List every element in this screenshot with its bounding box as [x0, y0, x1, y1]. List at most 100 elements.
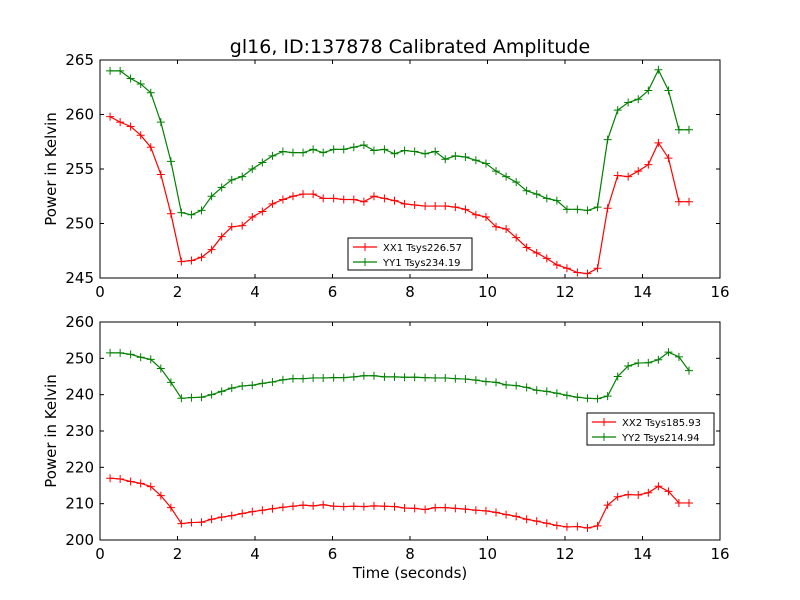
legend-label: YY2 Tsys214.94	[621, 433, 700, 444]
series-line-0-1	[110, 68, 689, 216]
data-point	[309, 190, 318, 199]
data-point	[410, 147, 419, 156]
data-point	[451, 374, 460, 383]
data-point	[329, 194, 338, 203]
x-tick-label: 12	[555, 545, 574, 563]
data-point	[268, 504, 277, 513]
data-point	[400, 373, 409, 382]
data-point	[532, 190, 541, 199]
data-point	[441, 155, 450, 164]
series-line-0-0	[109, 116, 689, 275]
data-point	[542, 254, 551, 263]
data-point	[603, 135, 612, 144]
x-tick-label: 8	[405, 545, 415, 563]
x-tick-label: 16	[710, 283, 729, 301]
data-point	[116, 474, 125, 483]
data-point	[258, 158, 267, 167]
data-point	[136, 79, 145, 88]
y-tick-label: 230	[65, 422, 94, 440]
data-point	[369, 146, 378, 155]
legend-marker	[361, 243, 369, 251]
data-point	[248, 212, 257, 221]
data-point	[187, 210, 196, 219]
y-tick-label: 255	[65, 160, 94, 178]
data-point	[400, 199, 409, 208]
data-point	[644, 488, 653, 497]
data-point	[349, 372, 358, 381]
data-point	[126, 122, 135, 131]
data-point	[512, 512, 521, 521]
data-point	[288, 148, 297, 157]
y-tick-label: 240	[65, 386, 94, 404]
data-point	[461, 375, 470, 384]
data-point	[502, 224, 511, 233]
data-point	[552, 260, 561, 269]
data-point	[542, 194, 551, 203]
data-point	[593, 264, 602, 273]
data-point	[410, 373, 419, 382]
data-point	[471, 156, 480, 165]
data-point	[309, 501, 318, 510]
data-point	[512, 381, 521, 390]
data-point	[380, 372, 389, 381]
data-point	[613, 106, 622, 115]
data-point	[187, 393, 196, 402]
data-point	[562, 264, 571, 273]
data-point	[573, 205, 582, 214]
data-point	[471, 210, 480, 219]
y-tick-label: 265	[65, 51, 94, 69]
data-point	[146, 355, 155, 364]
data-point	[309, 373, 318, 382]
series-markers-1-0	[106, 474, 693, 533]
data-point	[410, 504, 419, 513]
data-point	[258, 506, 267, 515]
data-point	[349, 502, 358, 511]
legend-label: XX2 Tsys185.93	[622, 418, 701, 429]
x-tick-label: 8	[405, 283, 415, 301]
data-point	[369, 501, 378, 510]
data-point	[421, 202, 430, 211]
legend-label: XX1 Tsys226.57	[383, 243, 462, 254]
data-point	[349, 143, 358, 152]
data-point	[431, 147, 440, 156]
data-point	[268, 199, 277, 208]
data-point	[390, 149, 399, 158]
data-point	[390, 196, 399, 205]
data-point	[441, 503, 450, 512]
data-point	[634, 359, 643, 368]
data-point	[116, 66, 125, 75]
data-point	[278, 147, 287, 156]
data-point	[166, 378, 175, 387]
data-point	[613, 372, 622, 381]
data-point	[573, 268, 582, 277]
data-point	[522, 515, 531, 524]
data-point	[603, 501, 612, 510]
series-line-1-0	[110, 477, 689, 529]
data-point	[380, 502, 389, 511]
data-point	[339, 373, 348, 382]
data-point	[644, 86, 653, 95]
data-point	[674, 125, 683, 134]
data-point	[634, 95, 643, 104]
data-point	[471, 376, 480, 385]
data-point	[573, 522, 582, 531]
data-point	[502, 380, 511, 389]
data-point	[664, 487, 673, 496]
x-tick-label: 6	[328, 545, 338, 563]
data-point	[288, 502, 297, 511]
data-point	[166, 157, 175, 166]
data-point	[481, 506, 490, 515]
data-point	[685, 125, 693, 134]
y-tick-label: 200	[65, 531, 94, 549]
data-point	[492, 508, 501, 517]
data-point	[207, 390, 216, 399]
data-point	[248, 165, 257, 173]
data-point	[227, 511, 236, 520]
y-tick-label: 210	[65, 495, 94, 513]
data-point	[613, 171, 622, 180]
data-point	[349, 195, 358, 204]
data-point	[644, 358, 653, 367]
legend: XX1 Tsys226.57 YY1 Tsys234.19	[347, 237, 473, 271]
x-tick-label: 10	[478, 283, 497, 301]
data-point	[248, 507, 257, 516]
